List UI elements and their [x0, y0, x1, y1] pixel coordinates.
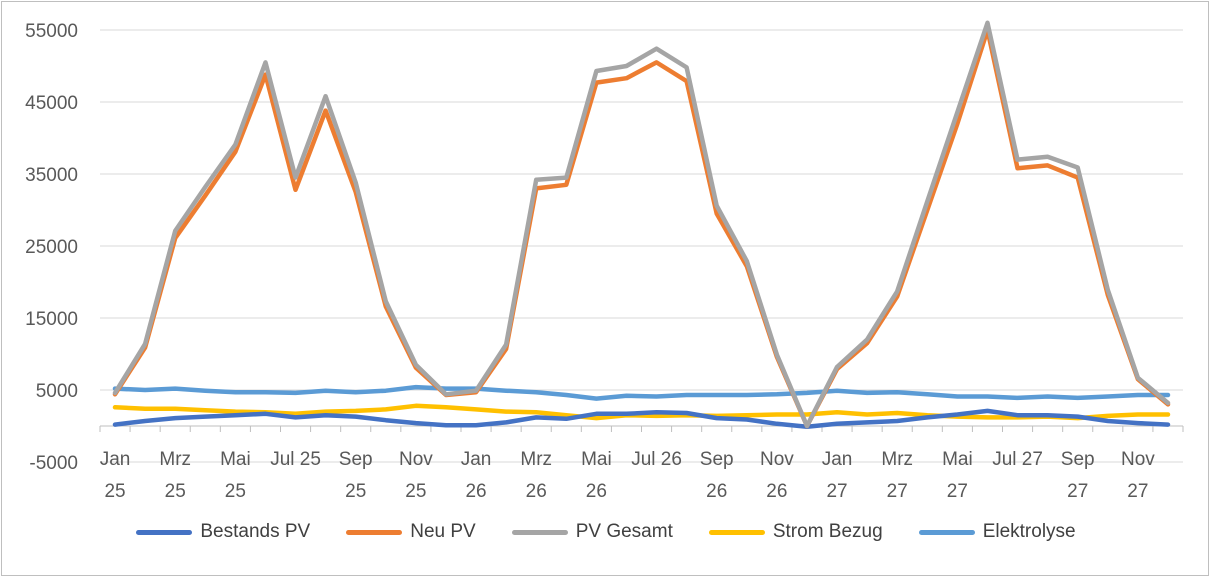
x-tick-label: 25 [225, 481, 246, 502]
chart-legend: Bestands PV Neu PV PV Gesamt Strom Bezug Ele… [0, 521, 1212, 543]
x-tick-label: 26 [766, 481, 787, 502]
legend-label: Strom Bezug [772, 521, 883, 542]
x-tick-label: 27 [887, 481, 908, 502]
x-tick-label: Jul 27 [992, 449, 1043, 470]
x-tick-label: 27 [1127, 481, 1148, 502]
y-tick-label: 15000 [25, 309, 78, 330]
legend-item-strom-bezug: Strom Bezug [708, 521, 883, 543]
y-tick-label: 55000 [25, 21, 78, 42]
x-tick-label: Nov [399, 449, 433, 470]
x-tick-label: Sep [339, 449, 373, 470]
x-tick-label: Nov [1121, 449, 1155, 470]
legend-item-pv-gesamt: PV Gesamt [511, 521, 673, 543]
x-tick-label: Mai [220, 449, 251, 470]
series-line-strom-bezug [112, 403, 1171, 421]
x-tick-label: 27 [826, 481, 847, 502]
legend-label: Neu PV [410, 521, 476, 542]
legend-label: Elektrolyse [982, 521, 1076, 542]
x-tick-label: 25 [165, 481, 186, 502]
y-tick-label: 5000 [36, 381, 78, 402]
x-tick-label: 27 [1067, 481, 1088, 502]
x-tick-label: Jan [822, 449, 853, 470]
x-tick-label: Mrz [520, 449, 552, 470]
x-tick-label: 26 [586, 481, 607, 502]
x-tick-label: Mrz [159, 449, 191, 470]
x-tick-label: Mai [942, 449, 973, 470]
x-tick-label: Nov [760, 449, 794, 470]
legend-item-bestands-pv: Bestands PV [136, 521, 310, 543]
x-tick-label: 26 [706, 481, 727, 502]
x-tick-label: Sep [1061, 449, 1095, 470]
y-tick-label: -5000 [29, 453, 78, 474]
series-line-elektrolyse [112, 384, 1171, 401]
x-tick-label: 26 [526, 481, 547, 502]
legend-swatch [346, 529, 403, 535]
x-tick-label: Jan [100, 449, 131, 470]
x-tick-label: 25 [405, 481, 426, 502]
y-tick-label: 35000 [25, 165, 78, 186]
x-tick-label: Sep [700, 449, 734, 470]
legend-swatch [918, 529, 975, 535]
legend-swatch [708, 529, 765, 535]
y-tick-label: 25000 [25, 237, 78, 258]
legend-swatch [136, 529, 193, 535]
x-tick-label: Mrz [881, 449, 913, 470]
x-tick-label: 26 [465, 481, 486, 502]
x-tick-label: Mai [581, 449, 612, 470]
legend-item-elektrolyse: Elektrolyse [918, 521, 1076, 543]
x-tick-label: Jul 25 [270, 449, 321, 470]
x-tick-label: Jul 26 [631, 449, 682, 470]
x-tick-label: 25 [345, 481, 366, 502]
x-tick-label: 25 [104, 481, 125, 502]
x-tick-label: Jan [461, 449, 492, 470]
legend-item-neu-pv: Neu PV [346, 521, 476, 543]
series-line-pv-gesamt [112, 20, 1171, 429]
legend-label: PV Gesamt [575, 521, 673, 542]
legend-swatch [511, 529, 568, 535]
x-tick-label: 27 [947, 481, 968, 502]
series-line-bestands-pv [112, 408, 1171, 429]
y-tick-label: 45000 [25, 93, 78, 114]
legend-label: Bestands PV [200, 521, 311, 542]
